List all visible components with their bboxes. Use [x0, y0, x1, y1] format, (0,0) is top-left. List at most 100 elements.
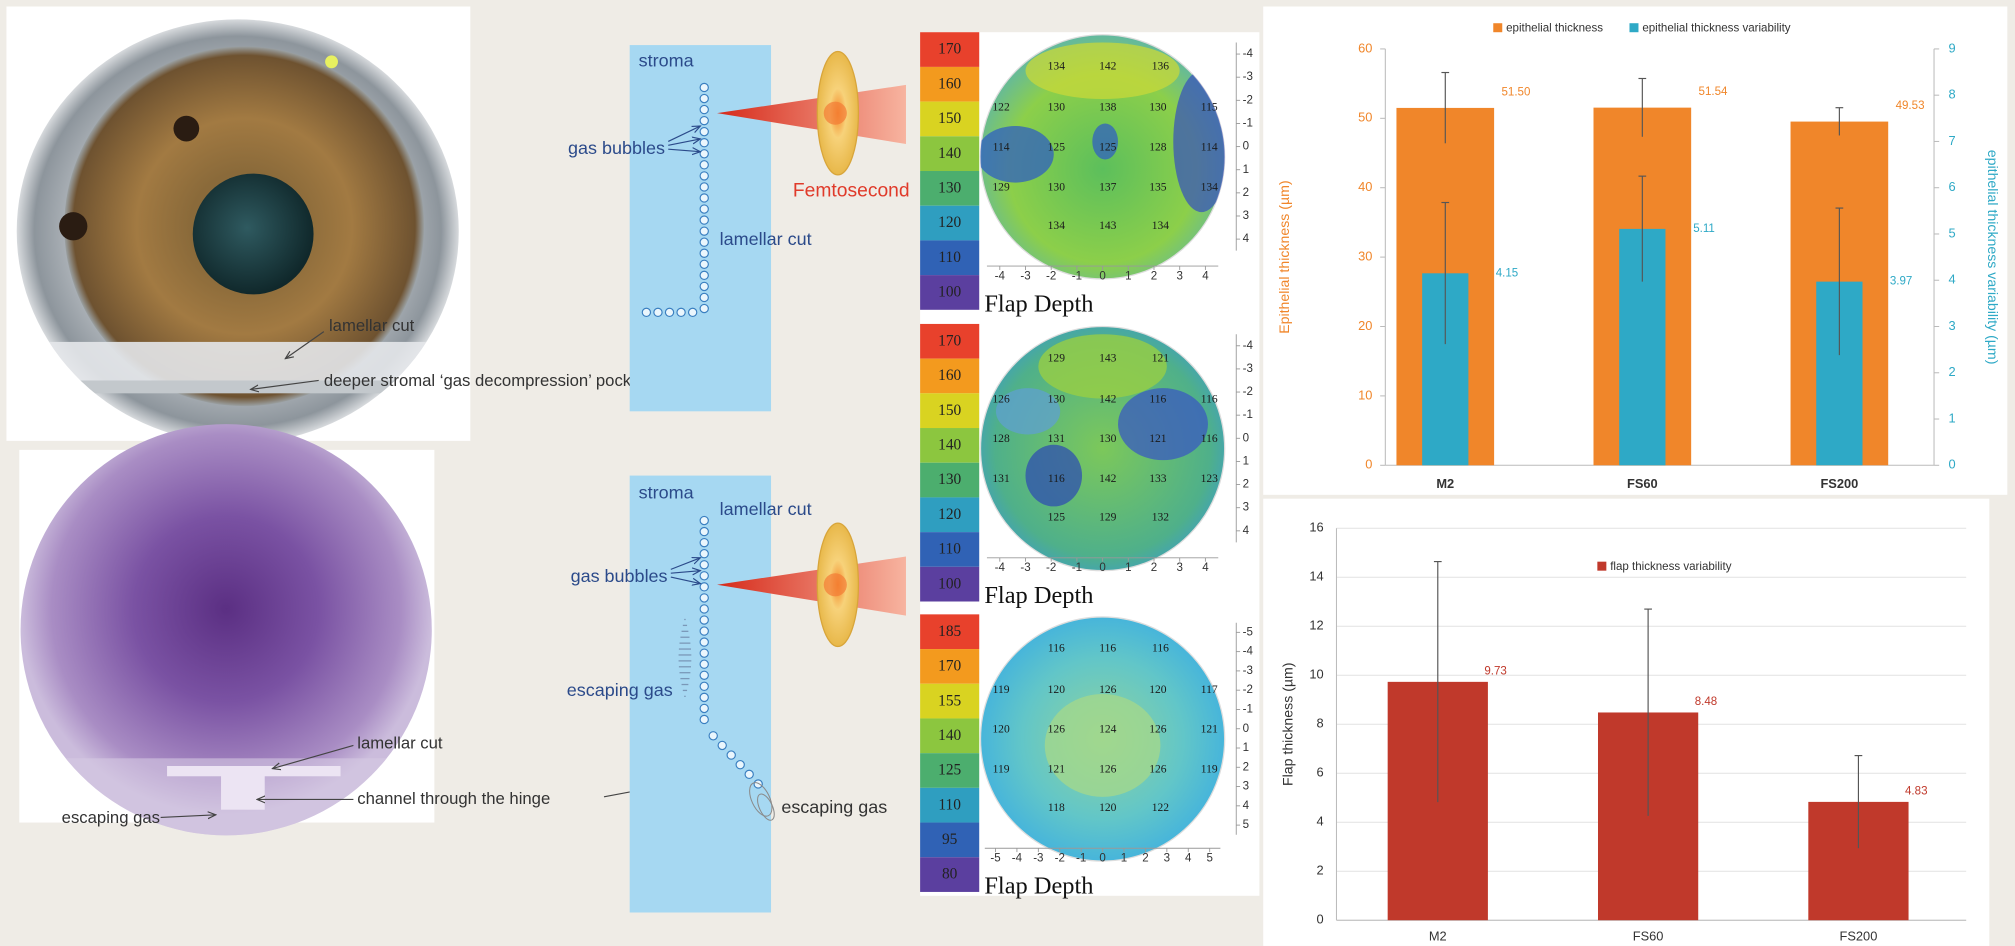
- map-y-tick-label: 4: [1243, 525, 1250, 537]
- map-y-tick-label: -3: [1243, 665, 1253, 677]
- gas-bubble: [689, 308, 697, 316]
- colorbar-label: 110: [938, 796, 961, 813]
- value-label: 5.11: [1693, 223, 1715, 235]
- y2-tick-label: 1: [1948, 410, 1955, 425]
- map-x-tick-label: -1: [1072, 562, 1082, 574]
- y2-tick-label: 6: [1948, 179, 1955, 194]
- map-value: 121: [1152, 351, 1170, 364]
- legend-swatch: [1629, 23, 1638, 32]
- hinge-channel: [221, 766, 265, 810]
- map-x-tick-label: 2: [1142, 853, 1148, 865]
- x-tick-label: FS60: [1627, 476, 1658, 491]
- map-x-tick-label: -3: [1020, 270, 1030, 282]
- gas-bubble: [677, 308, 685, 316]
- map-value: 129: [1099, 511, 1117, 524]
- map-x-tick-label: -3: [1020, 562, 1030, 574]
- map-y-tick-label: -4: [1243, 48, 1254, 60]
- gas-bubble: [700, 194, 708, 202]
- map-value: 116: [1048, 642, 1065, 655]
- map-y-tick-label: -2: [1243, 94, 1253, 106]
- map-value: 143: [1099, 219, 1117, 232]
- y2-tick-label: 5: [1948, 225, 1955, 240]
- map-value: 115: [1201, 101, 1218, 114]
- colorbar-label: 170: [938, 41, 961, 58]
- map-x-tick-label: 1: [1125, 562, 1131, 574]
- gas-bubble: [700, 216, 708, 224]
- gas-bubble: [736, 761, 744, 769]
- gas-bubble: [700, 282, 708, 290]
- map-title: Flap Depth: [984, 582, 1093, 609]
- laser-glow: [824, 573, 847, 596]
- map-value: 135: [1149, 180, 1167, 193]
- value-label: 9.73: [1484, 666, 1506, 678]
- map-value: 125: [1048, 141, 1066, 154]
- gas-bubble: [700, 94, 708, 102]
- map-value: 132: [1152, 511, 1170, 524]
- y2-tick-label: 8: [1948, 87, 1955, 102]
- map-x-tick-label: 3: [1164, 853, 1170, 865]
- map-value: 142: [1099, 60, 1117, 73]
- map-y-tick-label: 2: [1243, 479, 1249, 491]
- colorbar-label: 130: [938, 180, 961, 197]
- map-title: Flap Depth: [984, 291, 1093, 318]
- y2-tick-label: 4: [1948, 272, 1955, 287]
- map-y-tick-label: 1: [1243, 455, 1249, 467]
- y-tick-label: 16: [1309, 520, 1323, 535]
- map-y-tick-label: -1: [1243, 118, 1253, 130]
- map-value: 133: [1149, 472, 1167, 485]
- map-value: 130: [1048, 180, 1066, 193]
- map-x-tick-label: -1: [1076, 853, 1086, 865]
- value-label: 51.54: [1699, 86, 1728, 98]
- map-value: 131: [1048, 432, 1066, 445]
- diagram-label: escaping gas: [567, 680, 673, 700]
- y-tick-label: 12: [1309, 618, 1323, 633]
- y-axis-title: Flap thickness (µm): [1280, 662, 1296, 786]
- gas-bubble: [700, 704, 708, 712]
- gas-bubble: [700, 539, 708, 547]
- gas-bubble: [700, 271, 708, 279]
- map-y-tick-label: 3: [1243, 502, 1249, 514]
- colorbar-label: 125: [938, 762, 961, 779]
- gas-bubble: [700, 550, 708, 558]
- pupil: [193, 174, 314, 295]
- gas-bubble: [700, 304, 708, 312]
- map-y-tick-label: 2: [1243, 187, 1249, 199]
- x-tick-label: M2: [1429, 928, 1447, 943]
- figure: lamellar cutdeeper stromal ‘gas decompre…: [0, 0, 2015, 946]
- gas-bubble: [700, 249, 708, 257]
- map-value: 120: [1149, 683, 1167, 696]
- map-region: [1045, 694, 1161, 797]
- map-value: 128: [992, 432, 1010, 445]
- map-value: 116: [1201, 432, 1218, 445]
- colorbar-label: 120: [938, 214, 961, 231]
- map-x-tick-label: -4: [1012, 853, 1023, 865]
- map-value: 142: [1099, 472, 1117, 485]
- colorbar-label: 170: [938, 658, 961, 675]
- y-tick-label: 10: [1358, 387, 1372, 402]
- gas-bubble: [700, 183, 708, 191]
- gas-bubble: [700, 150, 708, 158]
- gas-bubble: [654, 308, 662, 316]
- value-label: 4.15: [1496, 267, 1518, 279]
- colorbar-label: 170: [938, 332, 961, 349]
- gas-bubble: [700, 583, 708, 591]
- legend-label: flap thickness variability: [1610, 561, 1732, 573]
- legend-label: epithelial thickness variability: [1642, 22, 1790, 34]
- map-value: 116: [1149, 392, 1166, 405]
- gas-bubble: [700, 627, 708, 635]
- y-tick-label: 20: [1358, 318, 1372, 333]
- y-tick-label: 50: [1358, 110, 1372, 125]
- gas-bubble: [700, 572, 708, 580]
- y2-tick-label: 0: [1948, 457, 1955, 472]
- legend-label: epithelial thickness: [1506, 22, 1603, 34]
- gas-bubble: [700, 605, 708, 613]
- map-value: 116: [1201, 392, 1218, 405]
- map-x-tick-label: 2: [1151, 270, 1157, 282]
- map-y-tick-label: -5: [1243, 626, 1253, 638]
- x-tick-label: FS200: [1840, 928, 1878, 943]
- colorbar-label: 185: [938, 623, 961, 640]
- gas-bubble: [709, 732, 717, 740]
- y-tick-label: 40: [1358, 179, 1372, 194]
- map-x-tick-label: 1: [1125, 270, 1131, 282]
- gas-bubble: [700, 83, 708, 91]
